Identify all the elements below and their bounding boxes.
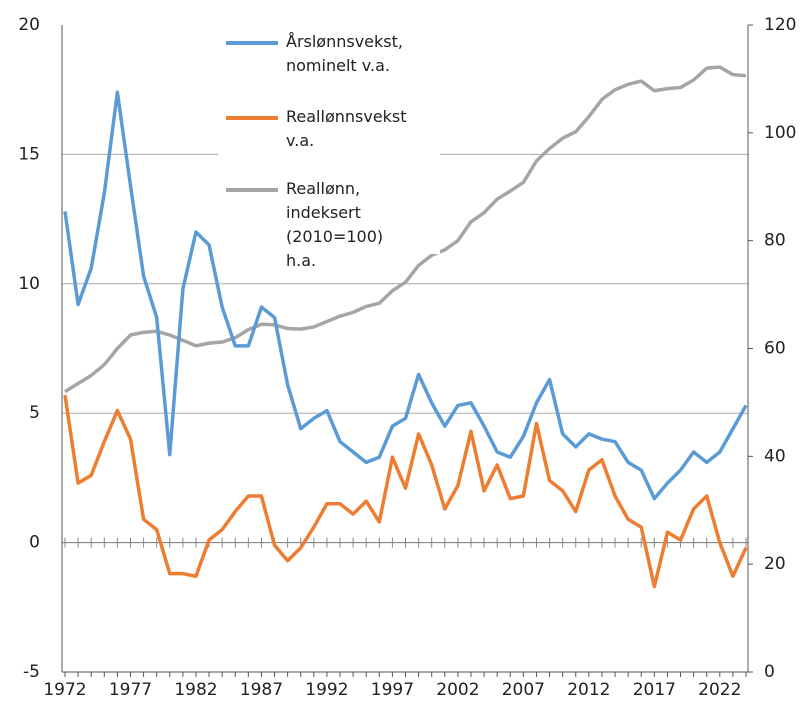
legend-label: Reallønn, indeksert (2010=100) h.a. [286,179,384,270]
x-tick-label: 2017 [633,680,676,700]
series-line [63,90,748,501]
y2-tick-label: 0 [764,662,775,682]
legend-swatch [226,188,278,192]
x-tick-label: 2002 [436,680,479,700]
x-tick-label: 1972 [43,680,86,700]
x-tick-label: 2022 [698,680,741,700]
x-tick-label: 1987 [240,680,283,700]
y2-tick-label: 60 [764,339,786,359]
x-tick-label: 2012 [567,680,610,700]
x-tick-label: 1992 [305,680,348,700]
y2-tick-label: 100 [764,123,796,143]
y-tick-label: 0 [29,533,40,553]
y2-tick-label: 20 [764,554,786,574]
y-tick-label: 10 [18,274,40,294]
y-tick-label: 15 [18,144,40,164]
x-tick-label: 1977 [109,680,152,700]
y-tick-label: 5 [29,403,40,423]
y2-tick-label: 120 [764,15,796,35]
legend-swatch [226,41,278,45]
x-tick-label: 2007 [502,680,545,700]
y2-tick-label: 80 [764,231,786,251]
y2-tick-label: 40 [764,446,786,466]
x-tick-label: 1982 [174,680,217,700]
legend-label: Reallønnsvekst v.a. [286,107,407,150]
legend-swatch [226,116,278,120]
legend-label: Årslønnsvekst, nominelt v.a. [286,32,403,75]
series-line [63,394,748,589]
y-tick-label: 20 [18,15,40,35]
x-tick-label: 1997 [371,680,414,700]
y-tick-label: -5 [23,662,40,682]
legend: Årslønnsvekst, nominelt v.a. Reallønnsvek… [218,22,440,270]
